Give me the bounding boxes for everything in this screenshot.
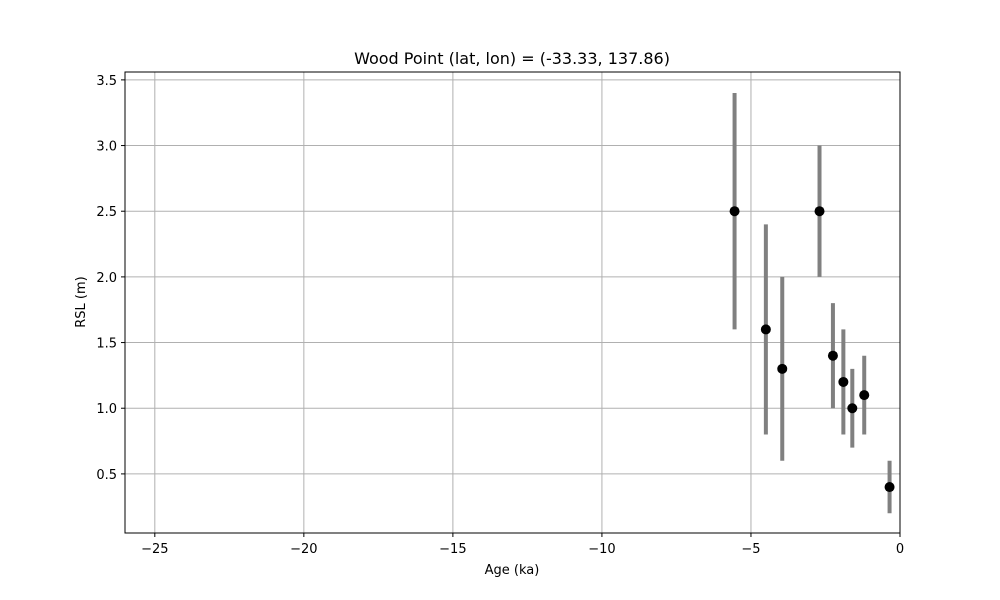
- data-point: [729, 206, 740, 217]
- chart-title: Wood Point (lat, lon) = (-33.33, 137.86): [354, 49, 670, 68]
- x-tick-label: −25: [141, 542, 168, 557]
- data-point: [859, 390, 870, 401]
- x-tick-label: −5: [741, 542, 760, 557]
- data-point: [827, 350, 838, 361]
- data-point: [847, 403, 858, 414]
- data-point: [760, 324, 771, 335]
- y-tick-label: 1.0: [96, 402, 117, 417]
- y-tick-label: 1.5: [96, 337, 117, 352]
- data-point: [838, 376, 849, 387]
- x-tick-label: −15: [439, 542, 466, 557]
- y-tick-label: 2.5: [96, 205, 117, 220]
- plot-frame: [124, 71, 901, 534]
- data-point: [884, 482, 895, 493]
- data-points: [729, 206, 895, 493]
- y-tick-label: 3.5: [96, 74, 117, 89]
- data-point: [777, 363, 788, 374]
- x-tick-label: 0: [896, 542, 904, 557]
- y-tick-label: 3.0: [96, 140, 117, 155]
- x-axis-label: Age (ka): [485, 563, 540, 578]
- y-axis-label: RSL (m): [74, 276, 89, 327]
- data-point: [814, 206, 825, 217]
- y-tick-label: 2.0: [96, 271, 117, 286]
- x-tick-label: −20: [290, 542, 317, 557]
- x-axis-ticks: −25 −20 −15 −10 −5 0: [141, 533, 904, 557]
- error-bars: [732, 93, 892, 514]
- y-tick-label: 0.5: [96, 468, 117, 483]
- x-tick-label: −10: [588, 542, 615, 557]
- y-axis-ticks: 0.5 1.0 1.5 2.0 2.5 3.0 3.5: [96, 74, 125, 483]
